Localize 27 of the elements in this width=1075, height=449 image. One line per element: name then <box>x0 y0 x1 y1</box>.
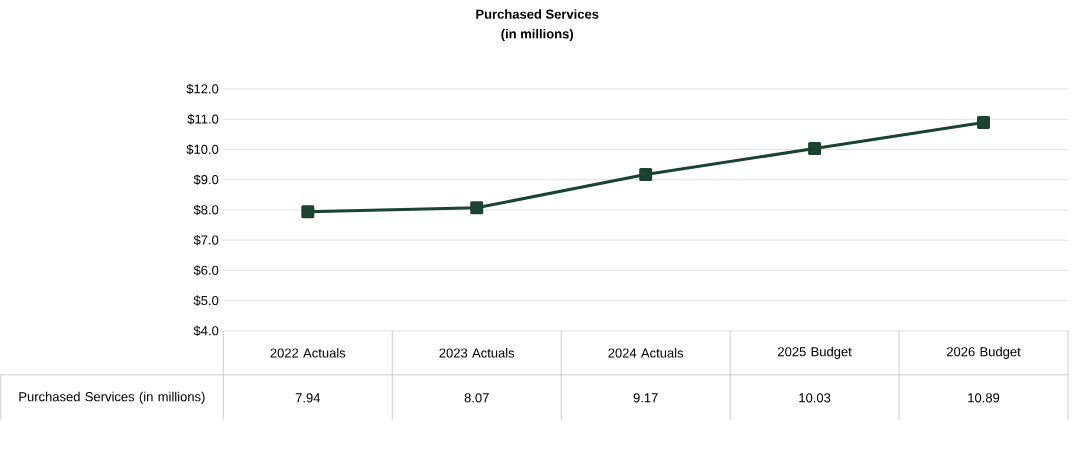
x-tick-label: 2026 Budget <box>946 346 1021 360</box>
x-tick-label: 2025 Budget <box>778 346 852 360</box>
y-tick-label: $9.0 <box>193 174 219 186</box>
y-tick-label: $7.0 <box>193 234 219 246</box>
text: Purchased Services (in millions) <box>19 391 205 404</box>
point <box>977 116 991 130</box>
x-tick-label: 2024 Actuals <box>608 348 684 358</box>
data-label: 10.89 <box>968 393 1000 403</box>
x-tick-label: 2022 Actuals <box>270 348 346 358</box>
y-tick-label: $8.0 <box>193 204 219 216</box>
y-tick-label: $6.0 <box>193 265 219 276</box>
data-label: 9.17 <box>633 393 658 403</box>
y-tick-label: $5.0 <box>193 295 219 306</box>
chart-subtitle: (in millions) <box>501 29 574 42</box>
y-tick-label: $11.0 <box>187 114 219 125</box>
x-tick-label: 2023 Actuals <box>439 348 515 358</box>
data-label: 7.94 <box>295 393 321 403</box>
point <box>470 201 484 215</box>
data-label: 8.07 <box>464 393 489 403</box>
y-tick-label: $10.0 <box>186 144 219 155</box>
chart-title: Purchased Services <box>476 9 599 19</box>
point <box>808 142 822 156</box>
point <box>301 205 315 219</box>
y-tick-label: $4.0 <box>193 325 219 337</box>
data-label: 10.03 <box>799 393 831 403</box>
point <box>639 168 653 182</box>
y-tick-label: $12.0 <box>186 83 219 95</box>
